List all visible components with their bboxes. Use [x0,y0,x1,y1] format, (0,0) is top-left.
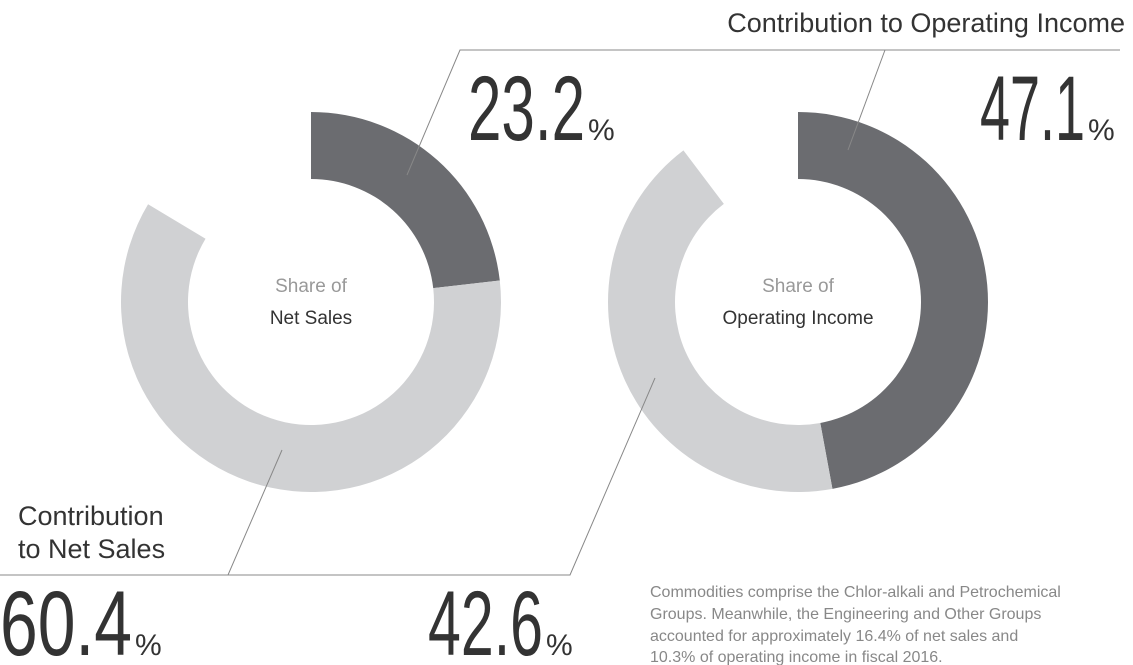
note: Groups. Meanwhile, the Engineering and O… [650,606,1041,623]
value-label: 60.4 [0,573,132,665]
value-label: 23.2 [468,58,585,160]
note: accounted for approximately 16.4% of net… [650,628,1018,645]
leader-lines [0,49,1120,576]
unit-label: % [546,629,573,662]
note: 10.3% of operating income in fiscal 2016… [650,649,943,665]
center-label: Net Sales [270,308,352,329]
donut-segment [311,112,500,289]
donut-segment [798,112,988,489]
heading: Contribution to Operating Income [727,8,1125,38]
leader-line [406,49,1120,176]
leader-line [847,49,886,151]
unit-label: % [1088,114,1115,147]
heading: to Net Sales [18,534,165,564]
note: Commodities comprise the Chlor-alkali an… [650,584,1061,601]
center-label: Share of [275,276,348,297]
unit-label: % [588,114,615,147]
unit-label: % [135,629,162,662]
center-label: Operating Income [722,308,873,329]
donut-segment [608,150,833,493]
heading: Contribution [18,501,164,531]
donut-segment [120,204,502,492]
center-label: Share of [762,276,835,297]
value-label: 42.6 [428,573,543,665]
value-label: 47.1 [980,58,1085,160]
leader-line [228,377,656,576]
